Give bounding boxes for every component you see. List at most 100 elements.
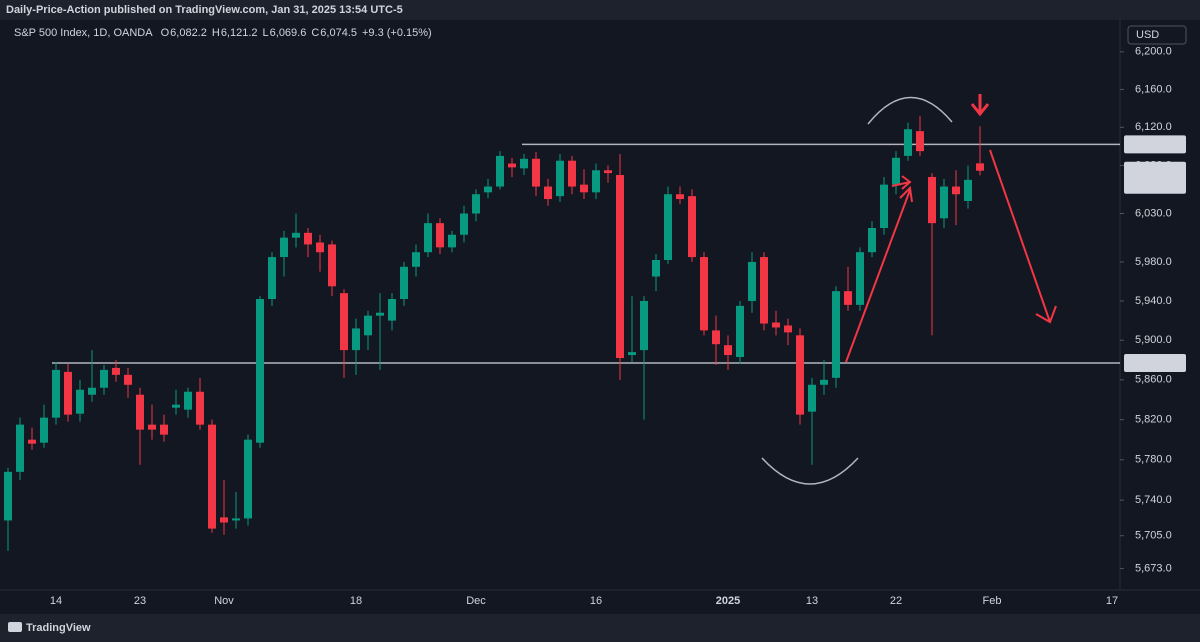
level-tag-box bbox=[1124, 135, 1186, 154]
countdown: 03:05:47 bbox=[1129, 179, 1172, 191]
candle-body bbox=[688, 196, 696, 258]
candle-body bbox=[304, 232, 312, 245]
x-tick-label: 16 bbox=[590, 595, 602, 607]
y-tick-label: 6,030.0 bbox=[1135, 207, 1172, 219]
candle-body bbox=[268, 257, 276, 299]
candle-body bbox=[472, 194, 480, 214]
candle-body bbox=[856, 252, 864, 305]
level-tag: 6,102.1 bbox=[1129, 138, 1166, 150]
candle-body bbox=[844, 291, 852, 305]
candle-body bbox=[640, 300, 648, 351]
footer-logo bbox=[8, 622, 22, 632]
currency-box[interactable] bbox=[1127, 25, 1187, 45]
candle-body bbox=[364, 315, 372, 336]
candle-body bbox=[484, 186, 492, 193]
legend-key: L bbox=[263, 27, 269, 39]
x-tick-label: Nov bbox=[214, 595, 234, 607]
x-tick-label: 23 bbox=[134, 595, 146, 607]
candle-body bbox=[208, 424, 216, 529]
candle-body bbox=[880, 184, 888, 228]
level-tag: 5,877.0 bbox=[1129, 357, 1166, 369]
candle-body bbox=[760, 257, 768, 324]
candle-body bbox=[508, 163, 516, 168]
candle-body bbox=[616, 175, 624, 359]
legend-change: +9.3 (+0.15%) bbox=[362, 27, 432, 39]
legend-value: 6,082.2 bbox=[170, 27, 207, 39]
candle-body bbox=[604, 170, 612, 174]
candle-body bbox=[280, 237, 288, 258]
candle-body bbox=[496, 155, 504, 187]
candle-body bbox=[940, 186, 948, 219]
legend-value: 6,069.6 bbox=[270, 27, 307, 39]
candle-body bbox=[964, 179, 972, 201]
legend-key: O bbox=[161, 27, 170, 39]
candle-body bbox=[676, 194, 684, 200]
candle-body bbox=[652, 259, 660, 277]
legend-value: 6,121.2 bbox=[221, 27, 258, 39]
last-price-tag: 6,074.5 bbox=[1129, 165, 1166, 177]
candle-body bbox=[112, 367, 120, 375]
last-price-tag-box bbox=[1124, 161, 1186, 194]
legend-key: C bbox=[311, 27, 319, 39]
y-tick-label: 6,160.0 bbox=[1135, 83, 1172, 95]
x-tick-label: 2025 bbox=[716, 595, 740, 607]
candle-body bbox=[4, 471, 12, 521]
x-tick-label: 14 bbox=[50, 595, 62, 607]
candle-body bbox=[736, 305, 744, 358]
footer: TradingView bbox=[26, 622, 91, 634]
candle-body bbox=[16, 424, 24, 472]
candle-body bbox=[712, 330, 720, 345]
candle-body bbox=[136, 394, 144, 430]
small-arrow bbox=[891, 175, 912, 190]
up-arrow bbox=[845, 185, 913, 363]
y-tick-label: 5,673.0 bbox=[1135, 562, 1172, 574]
down-arrow bbox=[989, 149, 1057, 324]
candle-body bbox=[352, 328, 360, 351]
currency: USD bbox=[1136, 29, 1159, 41]
y-tick-label: 6,200.0 bbox=[1135, 46, 1172, 58]
candle-body bbox=[340, 293, 348, 351]
bottom-arc bbox=[761, 457, 859, 485]
candle-body bbox=[52, 369, 60, 418]
candle-body bbox=[88, 387, 96, 395]
y-tick-label: 5,860.0 bbox=[1135, 374, 1172, 386]
candle-body bbox=[436, 223, 444, 248]
header-bar bbox=[0, 0, 1200, 20]
candle-body bbox=[244, 439, 252, 519]
legend-title: S&P 500 Index, 1D, OANDA bbox=[14, 27, 153, 39]
candle-body bbox=[796, 335, 804, 415]
plot: 5,673.0 5,705.0 5,740.0 5,780.0 5,820.0 5,860… bbox=[4, 46, 1172, 607]
candle-body bbox=[568, 160, 576, 187]
candle-body bbox=[808, 384, 816, 412]
candle-body bbox=[448, 234, 456, 248]
y-tick-label: 5,900.0 bbox=[1135, 334, 1172, 346]
price-tags: 6,102.1 5,877.0 6,074.5 03:05:47 bbox=[1124, 135, 1186, 372]
candle-body bbox=[700, 257, 708, 331]
y-tick-label: 5,705.0 bbox=[1135, 530, 1172, 542]
legend: S&P 500 Index, 1D, OANDA O 6,082.2 H 6,121.2… bbox=[14, 27, 432, 39]
y-tick-label: 5,820.0 bbox=[1135, 414, 1172, 426]
candle-body bbox=[328, 244, 336, 287]
candle-body bbox=[580, 184, 588, 193]
candle-body bbox=[292, 232, 300, 238]
candle-body bbox=[424, 223, 432, 253]
x-tick-label: 22 bbox=[890, 595, 902, 607]
legend-value: 6,074.5 bbox=[320, 27, 357, 39]
candle-body bbox=[916, 131, 924, 152]
down-marker bbox=[970, 94, 990, 117]
candle-body bbox=[376, 312, 384, 316]
candle-body bbox=[556, 160, 564, 197]
x-tick-label: Dec bbox=[466, 595, 486, 607]
candle-body bbox=[28, 439, 36, 444]
legend-key: H bbox=[212, 27, 220, 39]
annotations bbox=[761, 94, 1057, 485]
candle-body bbox=[100, 369, 108, 388]
x-tick-label: 18 bbox=[350, 595, 362, 607]
x-tick-label: 13 bbox=[806, 595, 818, 607]
candle-body bbox=[40, 417, 48, 443]
y-tick-label: 5,740.0 bbox=[1135, 494, 1172, 506]
candle-body bbox=[532, 158, 540, 187]
candle-body bbox=[316, 242, 324, 253]
